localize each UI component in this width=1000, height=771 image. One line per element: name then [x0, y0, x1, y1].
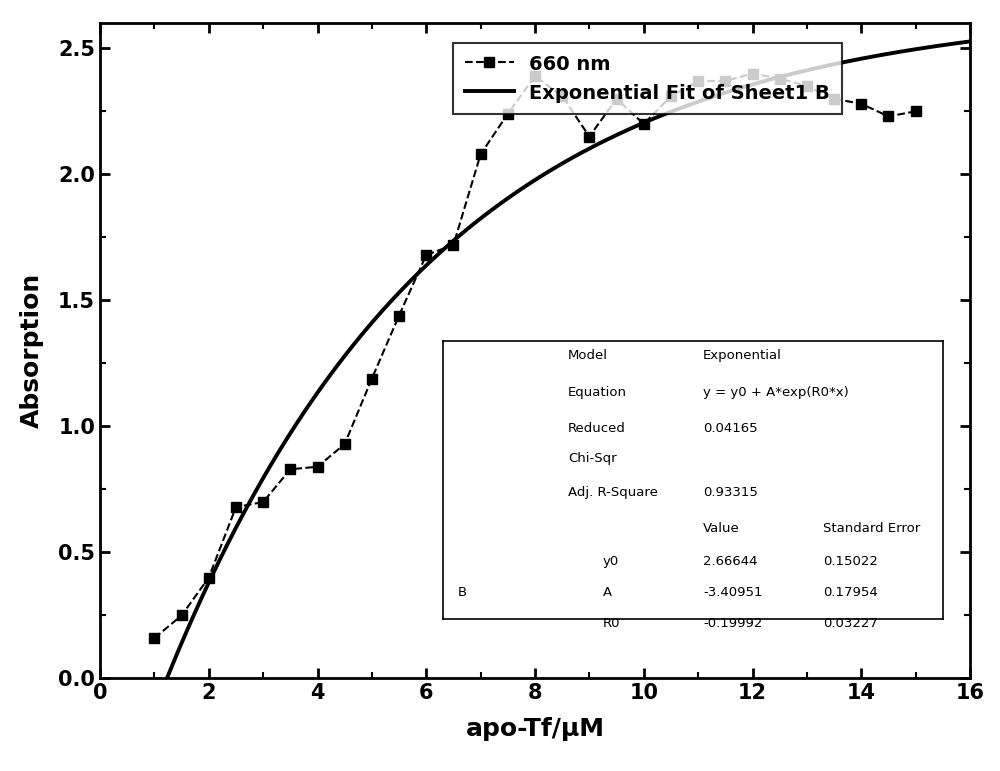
- X-axis label: apo-Tf/μM: apo-Tf/μM: [466, 717, 604, 741]
- Legend: 660 nm, Exponential Fit of Sheet1 B: 660 nm, Exponential Fit of Sheet1 B: [453, 42, 842, 114]
- Y-axis label: Absorption: Absorption: [20, 273, 44, 429]
